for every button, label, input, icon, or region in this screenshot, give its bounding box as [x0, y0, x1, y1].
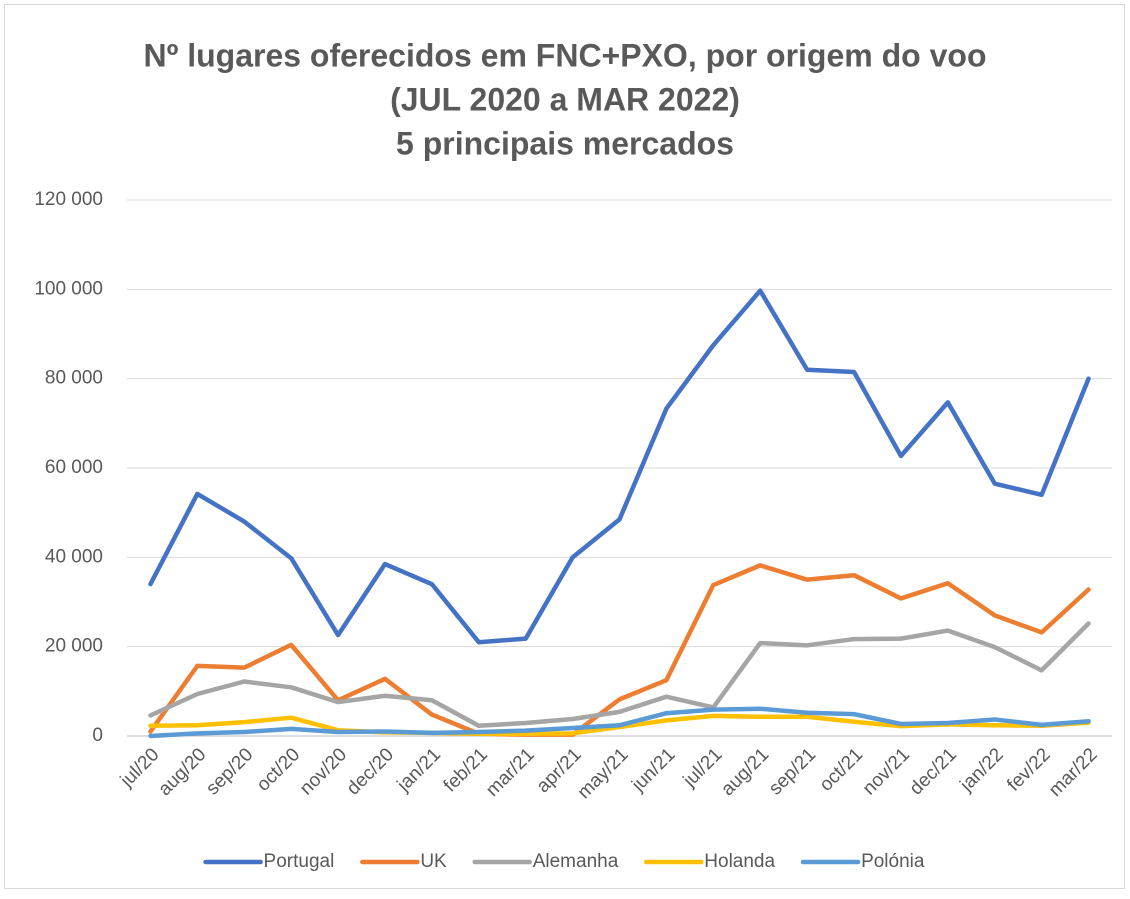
y-tick-label: 40 000: [45, 546, 103, 567]
legend-label: Alemanha: [533, 851, 619, 872]
series-line: [148, 288, 1091, 645]
series-line: [148, 563, 1091, 737]
series-line: [148, 706, 1091, 739]
y-tick-label: 0: [92, 725, 103, 746]
chart-title: (JUL 2020 a MAR 2022): [390, 81, 740, 117]
chart-title: Nº lugares oferecidos em FNC+PXO, por or…: [144, 37, 987, 73]
legend-label: Holanda: [704, 851, 775, 872]
y-tick-label: 120 000: [34, 189, 103, 210]
y-tick-label: 80 000: [45, 368, 103, 389]
chart-title: 5 principais mercados: [396, 125, 734, 161]
y-tick-label: 100 000: [34, 278, 103, 299]
chart-border: [4, 4, 1125, 889]
y-tick-label: 60 000: [45, 457, 103, 478]
legend-label: Polónia: [861, 851, 925, 872]
series-line: [148, 621, 1091, 728]
legend-label: Portugal: [264, 851, 335, 872]
y-tick-label: 20 000: [45, 636, 103, 657]
legend-label: UK: [420, 851, 447, 872]
